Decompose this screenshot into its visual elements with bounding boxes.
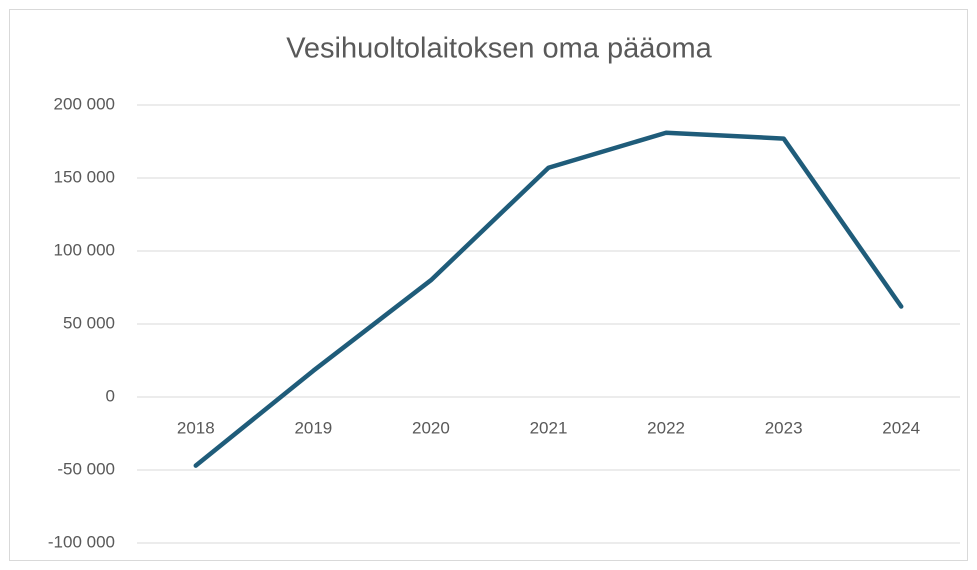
y-tick-label: -50 000 [57, 459, 115, 478]
chart-border [9, 9, 968, 561]
y-tick-label: 0 [106, 386, 115, 405]
y-tick-label: 150 000 [54, 167, 115, 186]
x-tick-label: 2022 [647, 418, 685, 437]
y-tick-label: -100 000 [48, 532, 115, 551]
y-tick-label: 100 000 [54, 240, 115, 259]
x-tick-label: 2021 [530, 418, 568, 437]
chart-title: Vesihuoltolaitoksen oma pääoma [286, 33, 712, 65]
y-tick-label: 50 000 [63, 313, 115, 332]
x-tick-label: 2019 [294, 418, 332, 437]
y-tick-label: 200 000 [54, 94, 115, 113]
data-line [193, 130, 904, 468]
x-tick-label: 2024 [882, 418, 920, 437]
x-tick-label: 2020 [412, 418, 450, 437]
x-tick-label: 2023 [765, 418, 803, 437]
x-tick-label: 2018 [177, 418, 215, 437]
